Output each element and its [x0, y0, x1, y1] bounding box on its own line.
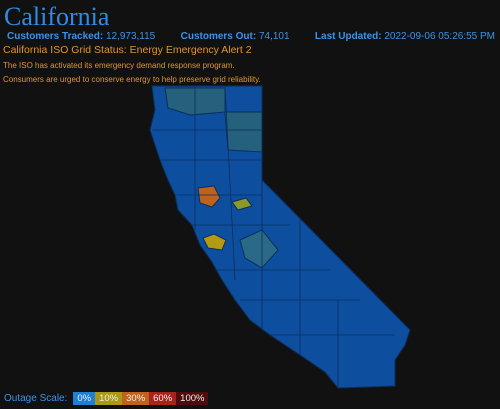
stats: Customers Tracked: 12,973,115 Customers … — [7, 31, 495, 42]
stat-value: 12,973,115 — [105, 31, 156, 42]
stat: Customers Out: 74,101 — [181, 31, 290, 42]
county — [202, 233, 227, 251]
legend-item: 0% — [73, 392, 96, 405]
title: California — [4, 2, 110, 31]
legend: Outage Scale: 0% 10% 30% 60% 100% — [4, 392, 209, 405]
alert-status: California ISO Grid Status: Energy Emerg… — [3, 44, 252, 56]
stat-label: Last Updated: — [314, 31, 382, 42]
stat: Last Updated: 2022-09-06 05:26:55 PM — [315, 31, 495, 42]
legend-item: 10% — [95, 392, 123, 405]
state-shape — [149, 85, 411, 389]
stat-label: Customers Out: — [180, 31, 257, 42]
county — [239, 229, 279, 269]
alert-message: The ISO has activated its emergency dema… — [3, 61, 235, 70]
legend-item: 30% — [122, 392, 150, 405]
county — [231, 197, 253, 211]
stat-label: Customers Tracked: — [7, 31, 104, 42]
legend-item: 100% — [176, 392, 209, 405]
county — [224, 111, 263, 153]
alert-message: Consumers are urged to conserve energy t… — [3, 75, 261, 84]
stat-value: 74,101 — [258, 31, 290, 42]
county-borders — [152, 85, 395, 388]
county — [197, 185, 221, 208]
legend-title: Outage Scale: — [4, 393, 68, 404]
stat: Customers Tracked: 12,973,115 — [7, 31, 155, 42]
legend-item: 60% — [149, 392, 177, 405]
stat-value: 2022-09-06 05:26:55 PM — [384, 31, 495, 42]
